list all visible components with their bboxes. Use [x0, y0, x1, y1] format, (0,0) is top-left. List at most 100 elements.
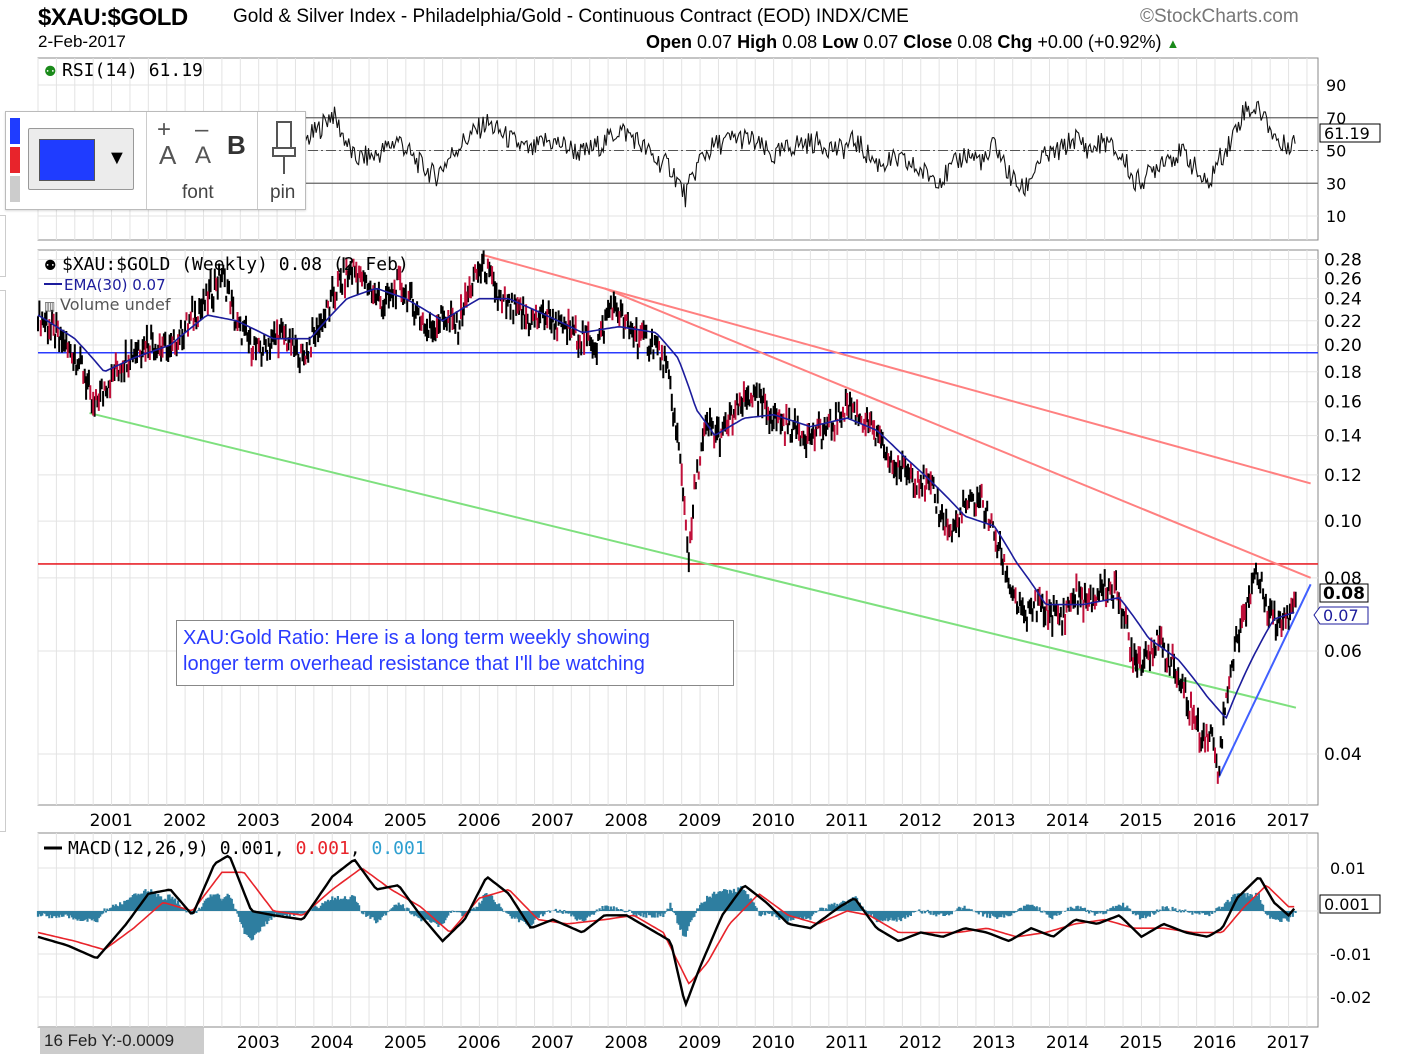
chart-symbol: $XAU:$GOLD	[38, 4, 188, 31]
price-tick-label: 0.20	[1324, 336, 1362, 356]
rsi-legend: RSI(14) 61.19	[62, 60, 203, 81]
chart-date: 2-Feb-2017	[38, 32, 126, 51]
macd-legend-part: 0.001	[371, 838, 425, 859]
macd-legend-part: ,	[350, 838, 372, 859]
x-tick-label: 2014	[1046, 811, 1089, 831]
increase-font-button[interactable]: +	[157, 116, 172, 143]
macd-legend: MACD(12,26,9) 0.001, 0.001, 0.001	[68, 838, 426, 859]
last-ema-box	[1313, 606, 1369, 625]
x-tick-label-macd: 2008	[605, 1033, 648, 1053]
rsi-tick-label: 70	[1326, 109, 1346, 128]
low-value: 0.07	[863, 32, 899, 52]
font-controls: + A – A B font	[146, 112, 258, 209]
pin-label: pin	[270, 182, 296, 203]
macd-legend-part: ,	[274, 838, 296, 859]
x-tick-label-macd: 2005	[384, 1033, 427, 1053]
crosshair-readout: 16 Feb Y:-0.0009	[40, 1028, 204, 1054]
price-tick-label: 0.28	[1324, 250, 1362, 270]
trendline	[1217, 583, 1312, 778]
close-value: 0.08	[957, 32, 993, 52]
annotation-line-1: XAU:Gold Ratio: Here is a long term week…	[183, 627, 650, 649]
trendline	[482, 254, 1311, 485]
x-tick-label-macd: 2016	[1193, 1033, 1236, 1053]
annotation-textbox[interactable]: XAU:Gold Ratio: Here is a long term week…	[176, 620, 734, 686]
font-label: font	[182, 182, 214, 203]
price-tick-label: 0.16	[1324, 393, 1362, 413]
high-label: High	[737, 32, 778, 52]
open-value: 0.07	[697, 32, 733, 52]
x-tick-label-macd: 2010	[752, 1033, 795, 1053]
x-tick-label: 2017	[1267, 811, 1310, 831]
x-tick-label: 2011	[825, 811, 868, 831]
x-tick-label: 2001	[90, 811, 133, 831]
x-tick-label-macd: 2009	[678, 1033, 721, 1053]
last-ema-value: 0.07	[1323, 606, 1359, 625]
macd-current-value: 0.001	[1324, 895, 1370, 914]
pin-icon	[272, 121, 296, 174]
price-legend-title: $XAU:$GOLD (Weekly) 0.08 (2 Feb)	[62, 254, 409, 275]
brand-watermark: ©StockCharts.com	[1140, 6, 1299, 27]
chart-description: Gold & Silver Index - Philadelphia/Gold …	[233, 6, 909, 27]
chevron-down-icon: ▼	[107, 147, 127, 169]
bold-button[interactable]: B	[227, 130, 246, 160]
decrease-font-button[interactable]: –	[195, 116, 209, 143]
trendline	[604, 287, 1312, 579]
rsi-tick-label: 30	[1326, 174, 1346, 193]
x-tick-label-macd: 2014	[1046, 1033, 1089, 1053]
x-tick-label: 2002	[163, 811, 206, 831]
price-tick-label: 0.22	[1324, 312, 1362, 332]
font-a-large-icon[interactable]: A	[159, 140, 177, 170]
x-tick-label: 2006	[457, 811, 500, 831]
pin-button[interactable]: pin	[264, 112, 304, 209]
price-tick-label: 0.18	[1324, 363, 1362, 383]
price-tick-label: 0.24	[1324, 290, 1362, 310]
x-tick-label: 2008	[605, 811, 648, 831]
left-panel-tab[interactable]	[0, 290, 6, 832]
close-label: Close	[903, 32, 953, 52]
chg-label: Chg	[997, 32, 1033, 52]
macd-tick-label: -0.02	[1330, 988, 1371, 1007]
x-tick-label: 2003	[237, 811, 280, 831]
selected-color-box	[39, 139, 95, 181]
high-value: 0.08	[782, 32, 818, 52]
x-tick-label-macd: 2007	[531, 1033, 574, 1053]
volume-legend: Volume undef	[60, 295, 171, 314]
swatch-red[interactable]	[10, 147, 20, 173]
price-bars-down	[39, 257, 1296, 784]
color-swatches	[10, 118, 24, 206]
swatch-gray[interactable]	[10, 176, 20, 202]
swatch-blue[interactable]	[10, 118, 20, 144]
rsi-tick-label: 90	[1326, 76, 1346, 95]
open-label: Open	[646, 32, 693, 52]
annotation-line-2: longer term overhead resistance that I'l…	[183, 653, 645, 675]
panel-frame-price	[37, 249, 1319, 806]
macd-histogram	[36, 886, 1297, 941]
x-tick-label: 2009	[678, 811, 721, 831]
x-tick-label-macd: 2011	[825, 1033, 868, 1053]
x-tick-label: 2010	[752, 811, 795, 831]
macd-value-box	[1319, 894, 1381, 914]
chg-value: +0.00 (+0.92%)	[1037, 32, 1162, 52]
rsi-current-value: 61.19	[1324, 124, 1370, 143]
low-label: Low	[822, 32, 859, 52]
color-picker-button[interactable]: ▼	[28, 128, 134, 190]
rsi-panel-icon: ⚉	[44, 64, 57, 80]
x-tick-label-macd: 2003	[237, 1033, 280, 1053]
left-panel-tab[interactable]	[0, 215, 6, 277]
annotation-toolbar: ▼ + A – A B font pin	[5, 111, 306, 210]
macd-tick-label: -0.01	[1330, 945, 1371, 964]
macd-line	[37, 854, 1296, 1008]
x-tick-label-macd: 2006	[457, 1033, 500, 1053]
price-tick-label: 0.10	[1324, 512, 1362, 532]
last-price-value: 0.08	[1323, 584, 1365, 604]
ema-legend: EMA(30) 0.07	[64, 276, 166, 294]
macd-legend-part: 0.001	[296, 838, 350, 859]
rsi-value-box	[1319, 123, 1381, 143]
ema-line	[37, 287, 1295, 720]
price-bars	[37, 250, 1297, 776]
font-a-small-icon[interactable]: A	[195, 142, 212, 169]
x-tick-label-macd: 2013	[972, 1033, 1015, 1053]
last-price-box	[1319, 583, 1369, 603]
x-tick-label-macd: 2015	[1119, 1033, 1162, 1053]
